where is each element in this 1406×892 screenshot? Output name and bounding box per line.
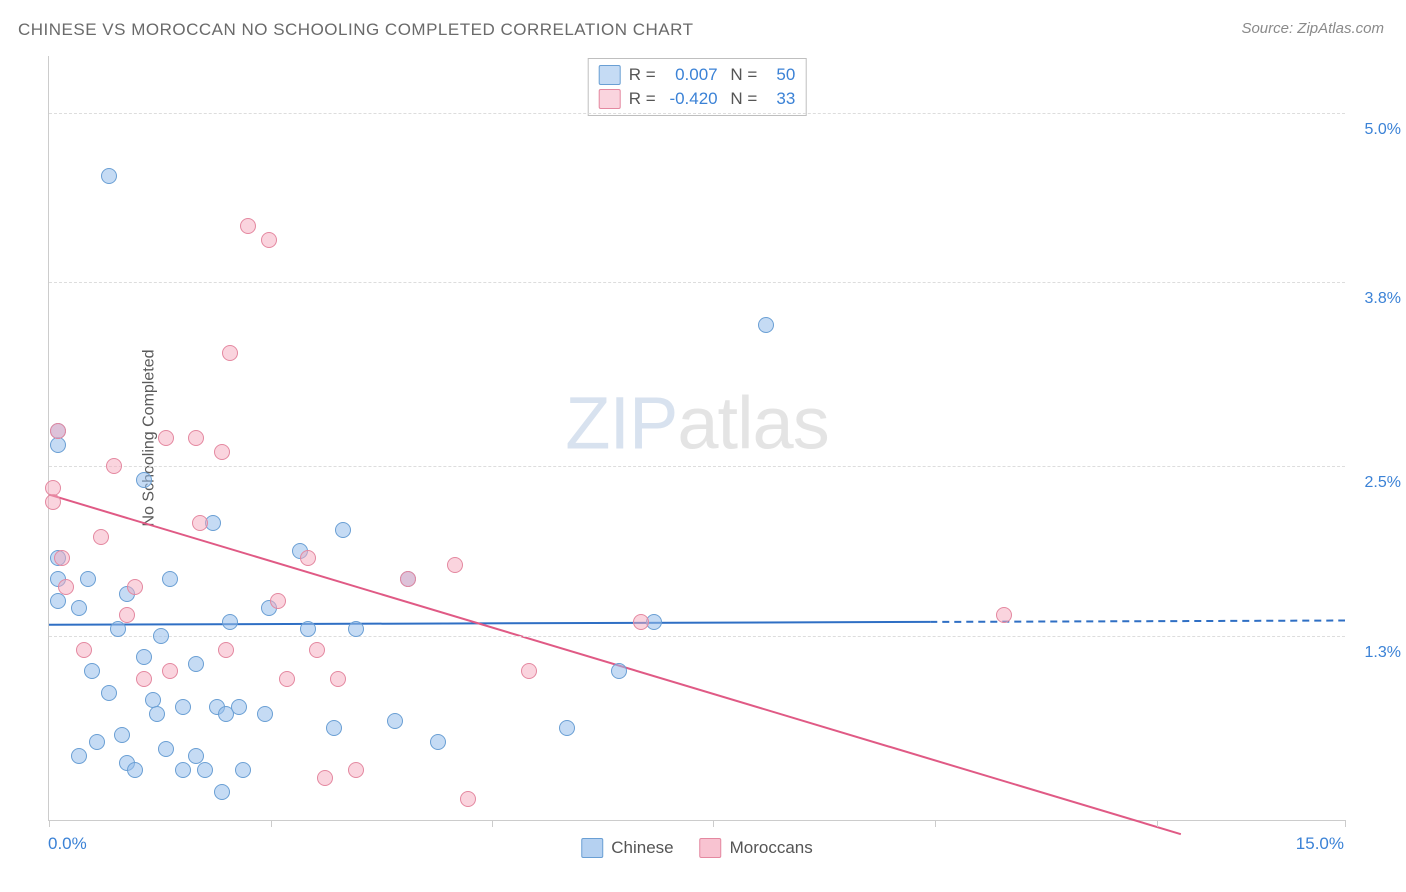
scatter-point (300, 550, 316, 566)
scatter-point (158, 741, 174, 757)
scatter-point (348, 762, 364, 778)
x-tick (935, 820, 936, 827)
scatter-point (222, 345, 238, 361)
scatter-point (330, 671, 346, 687)
scatter-point (101, 168, 117, 184)
scatter-point (93, 529, 109, 545)
scatter-point (106, 458, 122, 474)
scatter-point (50, 423, 66, 439)
scatter-point (127, 762, 143, 778)
scatter-point (235, 762, 251, 778)
scatter-point (89, 734, 105, 750)
bottom-legend-label-1: Moroccans (730, 838, 813, 858)
scatter-point (460, 791, 476, 807)
scatter-point (84, 663, 100, 679)
y-tick-label: 2.5% (1365, 474, 1401, 492)
scatter-point (222, 614, 238, 630)
scatter-point (270, 593, 286, 609)
scatter-point (231, 699, 247, 715)
gridline (49, 282, 1345, 283)
scatter-point (158, 430, 174, 446)
scatter-point (45, 494, 61, 510)
scatter-point (559, 720, 575, 736)
chart-title: CHINESE VS MOROCCAN NO SCHOOLING COMPLET… (18, 20, 693, 40)
scatter-point (611, 663, 627, 679)
gridline (49, 466, 1345, 467)
scatter-point (71, 600, 87, 616)
scatter-point (153, 628, 169, 644)
scatter-point (76, 642, 92, 658)
scatter-point (279, 671, 295, 687)
scatter-point (300, 621, 316, 637)
bottom-legend-label-0: Chinese (611, 838, 673, 858)
scatter-point (119, 607, 135, 623)
source-attribution: Source: ZipAtlas.com (1241, 20, 1384, 37)
swatch-moroccans-icon (700, 838, 722, 858)
x-axis-end-label: 15.0% (1296, 834, 1344, 854)
scatter-point (335, 522, 351, 538)
scatter-point (162, 663, 178, 679)
scatter-point (996, 607, 1012, 623)
scatter-point (45, 480, 61, 496)
scatter-point (50, 593, 66, 609)
scatter-point (54, 550, 70, 566)
scatter-point (447, 557, 463, 573)
y-tick-label: 1.3% (1365, 644, 1401, 662)
scatter-point (80, 571, 96, 587)
scatter-point (326, 720, 342, 736)
scatter-point (387, 713, 403, 729)
x-tick (713, 820, 714, 827)
scatter-point (175, 699, 191, 715)
scatter-point (114, 727, 130, 743)
bottom-legend: Chinese Moroccans (581, 838, 813, 858)
scatter-point (188, 656, 204, 672)
scatter-point (348, 621, 364, 637)
scatter-point (240, 218, 256, 234)
scatter-point (136, 472, 152, 488)
scatter-point (214, 444, 230, 460)
scatter-point (400, 571, 416, 587)
x-tick (1157, 820, 1158, 827)
scatter-point (110, 621, 126, 637)
swatch-chinese-icon (581, 838, 603, 858)
scatter-point (162, 571, 178, 587)
y-tick-label: 5.0% (1365, 121, 1401, 139)
scatter-point (188, 430, 204, 446)
scatter-point (149, 706, 165, 722)
x-tick (1345, 820, 1346, 827)
bottom-legend-chinese: Chinese (581, 838, 673, 858)
scatter-point (214, 784, 230, 800)
scatter-point (261, 232, 277, 248)
x-axis-start-label: 0.0% (48, 834, 87, 854)
scatter-point (58, 579, 74, 595)
scatter-point (50, 437, 66, 453)
x-tick (271, 820, 272, 827)
scatter-point (430, 734, 446, 750)
gridline (49, 636, 1345, 637)
scatter-point (309, 642, 325, 658)
scatter-point (758, 317, 774, 333)
scatter-point (633, 614, 649, 630)
x-tick (49, 820, 50, 827)
scatter-point (71, 748, 87, 764)
scatter-point (136, 649, 152, 665)
scatter-point (257, 706, 273, 722)
y-tick-label: 3.8% (1365, 290, 1401, 308)
plot-area: No Schooling Completed ZIPatlas R = 0.00… (48, 56, 1345, 821)
scatter-point (197, 762, 213, 778)
scatter-point (521, 663, 537, 679)
scatter-point (192, 515, 208, 531)
gridline (49, 113, 1345, 114)
scatter-point (218, 642, 234, 658)
scatter-point (317, 770, 333, 786)
scatter-point (136, 671, 152, 687)
x-tick (492, 820, 493, 827)
bottom-legend-moroccans: Moroccans (700, 838, 813, 858)
scatter-point (175, 762, 191, 778)
scatter-point (101, 685, 117, 701)
scatter-point (127, 579, 143, 595)
